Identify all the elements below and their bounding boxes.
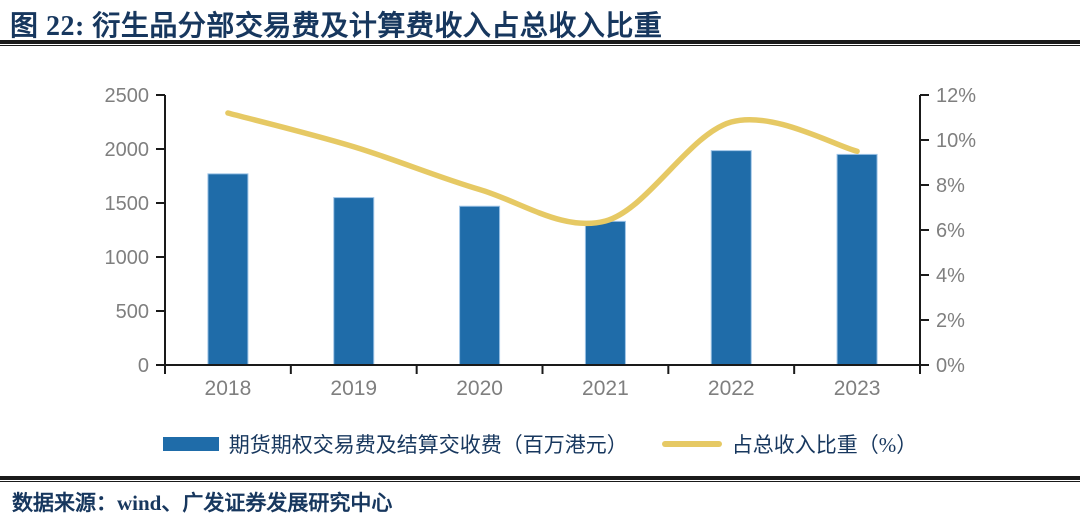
left-axis-tick-label: 2000 <box>105 139 150 161</box>
bar-2023 <box>836 153 878 366</box>
right-axis-tick-label: 6% <box>936 220 965 242</box>
legend-label-line-series: 占总收入比重（%） <box>731 433 918 457</box>
bar-2019 <box>333 197 375 366</box>
x-axis-category-label: 2020 <box>456 377 503 400</box>
x-axis-category-label: 2023 <box>834 377 881 400</box>
x-axis-category-label: 2021 <box>582 377 629 400</box>
right-axis-tick-label: 4% <box>936 265 965 287</box>
data-source-text: 数据来源：wind、广发证券发展研究中心 <box>12 491 393 515</box>
legend-item-line-series: 占总收入比重（%） <box>661 429 918 459</box>
left-axis-tick-label: 2500 <box>105 85 150 107</box>
left-axis-tick-label: 1000 <box>105 247 150 269</box>
footer-divider-rule <box>0 476 1080 482</box>
bar-2021 <box>584 220 626 366</box>
legend-item-bar-series: 期货期权交易费及结算交收费（百万港元） <box>162 429 628 459</box>
bar-2018 <box>207 173 249 366</box>
trend-line <box>225 110 860 227</box>
right-axis-tick-label: 0% <box>936 355 965 377</box>
x-axis-category-label: 2018 <box>205 377 252 400</box>
right-axis-tick-label: 10% <box>936 130 976 152</box>
figure-title: 图 22: 衍生品分部交易费及计算费收入占总收入比重 <box>10 11 663 42</box>
legend-label-bar-series: 期货期权交易费及结算交收费（百万港元） <box>228 433 628 457</box>
left-axis-tick-label: 0 <box>138 355 149 377</box>
left-axis-tick-label: 1500 <box>105 193 150 215</box>
bar-series-swatch-icon <box>162 437 219 451</box>
x-axis-category-label: 2019 <box>330 377 377 400</box>
title-divider-rule <box>0 40 1080 46</box>
chart-legend: 期货期权交易费及结算交收费（百万港元） 占总收入比重（%） <box>0 430 1080 458</box>
right-axis-tick-label: 8% <box>936 175 965 197</box>
x-axis-category-label: 2022 <box>708 377 755 400</box>
bar-2020 <box>459 205 501 366</box>
bar-2022 <box>710 150 752 366</box>
line-series-swatch-icon <box>661 441 722 447</box>
right-axis-tick-label: 2% <box>936 310 965 332</box>
combo-chart: 0 500 1000 1500 2000 2500 0% 2% 4% 6% 8% 10% 12% 2018… <box>105 85 977 400</box>
left-axis-tick-label: 500 <box>116 301 149 323</box>
right-axis-tick-label: 12% <box>936 85 976 107</box>
